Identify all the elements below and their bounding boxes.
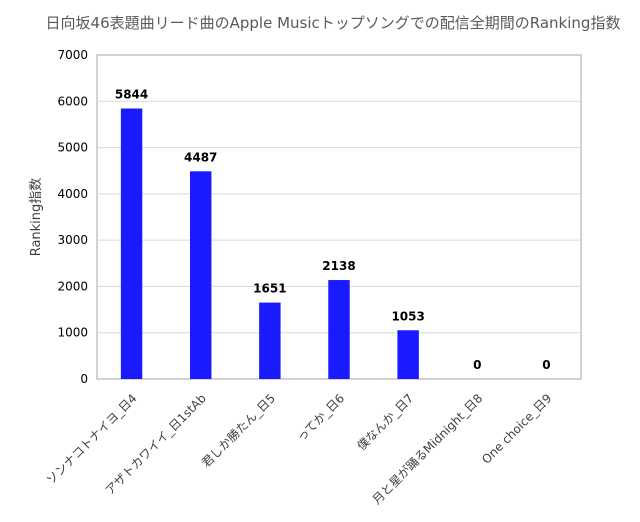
x-tick-label: 月と星が踊るMidnight_日8 xyxy=(369,391,486,508)
y-tick-label: 6000 xyxy=(57,94,88,108)
data-label: 0 xyxy=(542,358,550,372)
data-label: 1651 xyxy=(253,282,286,296)
x-tick-label: 僕なんか_日7 xyxy=(354,391,416,453)
y-tick-label: 0 xyxy=(80,372,88,386)
y-tick-label: 5000 xyxy=(57,141,88,155)
bar xyxy=(120,108,143,379)
x-tick-label: ってか_日6 xyxy=(294,391,347,444)
chart-title: 日向坂46表題曲リード曲のApple Musicトップソングでの配信全期間のRa… xyxy=(46,14,621,32)
y-tick-label: 2000 xyxy=(57,279,88,293)
bars xyxy=(120,108,419,379)
data-label: 0 xyxy=(473,358,481,372)
bar xyxy=(189,171,212,379)
y-tick-label: 4000 xyxy=(57,187,88,201)
data-label: 2138 xyxy=(322,259,355,273)
gridlines xyxy=(97,100,581,334)
data-label: 4487 xyxy=(184,150,217,164)
y-axis-ticks: 0 1000 2000 3000 4000 5000 6000 7000 xyxy=(57,48,88,386)
x-tick-label: One choice_日9 xyxy=(479,391,554,466)
y-tick-label: 7000 xyxy=(57,48,88,62)
x-tick-label: 君しか勝たん_日5 xyxy=(198,391,278,471)
bar xyxy=(328,280,350,379)
y-tick-label: 1000 xyxy=(57,326,88,340)
data-labels: 5844 4487 1651 2138 1053 0 0 xyxy=(115,88,551,372)
bar xyxy=(397,330,419,379)
y-tick-label: 3000 xyxy=(57,233,88,247)
data-label: 1053 xyxy=(391,309,424,323)
data-label: 5844 xyxy=(115,88,148,102)
y-axis-label: Ranking指数 xyxy=(29,178,44,257)
bar xyxy=(259,302,281,379)
